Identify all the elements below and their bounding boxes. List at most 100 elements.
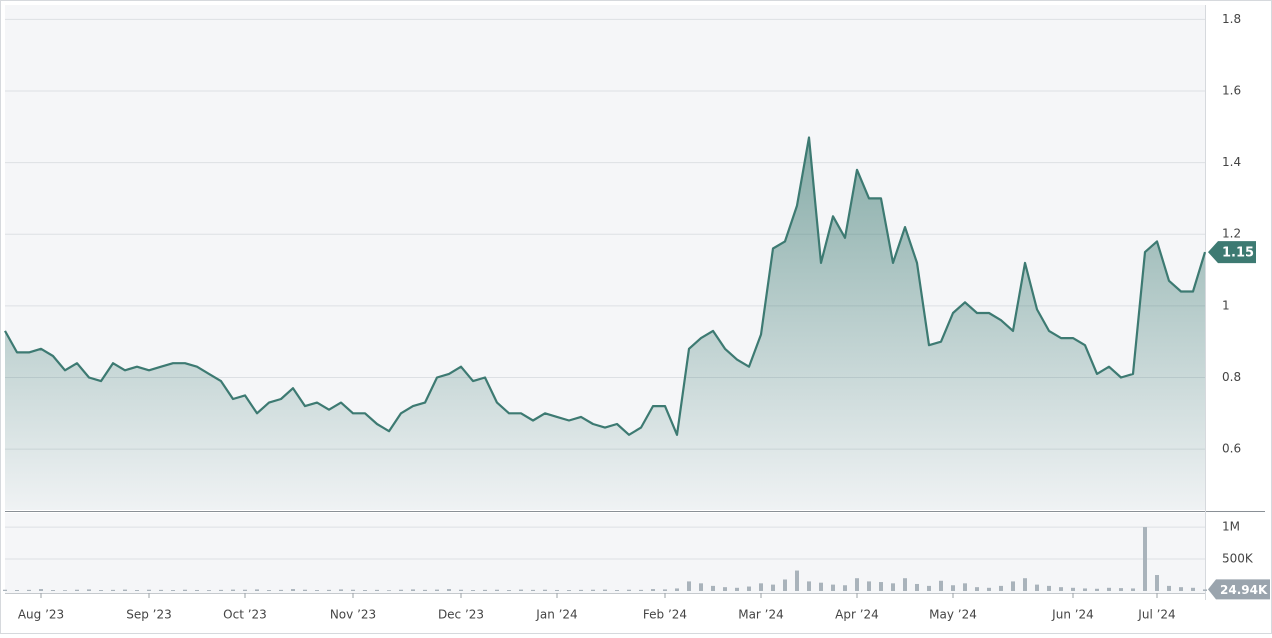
price-area [5, 137, 1205, 510]
volume-bar [615, 590, 619, 591]
volume-bar [555, 589, 559, 591]
volume-bar [1119, 588, 1123, 591]
volume-bar [123, 589, 127, 591]
volume-bar [579, 589, 583, 591]
volume-bar [783, 579, 787, 591]
volume-bar [591, 589, 595, 591]
volume-bar [435, 589, 439, 591]
volume-bar [951, 585, 955, 591]
volume-bar [999, 585, 1003, 591]
volume-bar [195, 589, 199, 591]
x-tick-label: Jul ’24 [1137, 608, 1175, 622]
last-volume-label: 24.94K [1220, 583, 1268, 597]
x-tick-label: Dec ’23 [438, 608, 484, 622]
volume-bar [63, 590, 67, 591]
volume-bar [1047, 585, 1051, 591]
y2-tick-label: 500K [1222, 552, 1254, 566]
volume-bar [603, 589, 607, 591]
volume-bar [219, 589, 223, 591]
volume-bar [159, 589, 163, 591]
volume-bar [135, 590, 139, 591]
volume-bar [711, 585, 715, 591]
y-tick-label: 1.4 [1222, 155, 1241, 169]
volume-bar [915, 583, 919, 591]
volume-bar [1107, 587, 1111, 591]
volume-bar [795, 570, 799, 591]
volume-bar [567, 590, 571, 591]
volume-bar [291, 589, 295, 591]
last-price-badge [1208, 241, 1256, 264]
volume-bar [963, 583, 967, 591]
x-tick-label: Nov ’23 [330, 608, 376, 622]
volume-bar [759, 583, 763, 591]
volume-bar [99, 590, 103, 591]
volume-bar [315, 590, 319, 591]
y-tick-label: 1.8 [1222, 12, 1241, 26]
volume-bar [687, 581, 691, 591]
volume-bar [3, 589, 7, 591]
volume-bar [15, 590, 19, 591]
x-tick-label: Feb ’24 [643, 608, 687, 622]
volume-bar [1083, 588, 1087, 591]
volume-bar [27, 589, 31, 591]
volume-bar [327, 589, 331, 591]
volume-bar [735, 587, 739, 591]
x-tick-label: Jun ’24 [1051, 608, 1094, 622]
last-price-label: 1.15 [1222, 246, 1254, 261]
volume-bar [1011, 581, 1015, 591]
volume-bar [987, 587, 991, 591]
volume-bar [699, 583, 703, 591]
volume-bar [843, 585, 847, 591]
volume-bar [447, 589, 451, 591]
volume-bar [111, 589, 115, 591]
volume-bar [1071, 587, 1075, 591]
last-volume-badge [1208, 579, 1270, 600]
volume-bar [303, 589, 307, 591]
x-tick-label: Aug ’23 [18, 608, 64, 622]
y2-tick-label: 1M [1222, 520, 1240, 534]
volume-bar [171, 590, 175, 591]
volume-bar [855, 578, 859, 591]
y-tick-label: 1.6 [1222, 83, 1241, 97]
volume-bar [75, 589, 79, 591]
volume-bar [1155, 575, 1159, 591]
volume-bar [399, 589, 403, 591]
volume-bar [1059, 587, 1063, 591]
volume-bar [1023, 578, 1027, 591]
volume-bar [483, 589, 487, 591]
volume-bar [675, 588, 679, 591]
volume-bar [387, 590, 391, 591]
volume-bar [207, 590, 211, 591]
volume-bar [1179, 587, 1183, 591]
volume-bar [723, 587, 727, 591]
volume-panel [5, 513, 1205, 593]
volume-bar [1131, 588, 1135, 591]
volume-bar [339, 589, 343, 591]
volume-bar [747, 586, 751, 591]
volume-bar [51, 590, 55, 591]
volume-bar [519, 589, 523, 591]
volume-bar [531, 589, 535, 591]
x-tick-label: May ’24 [929, 608, 977, 622]
y-tick-label: 0.6 [1222, 442, 1241, 456]
volume-bar [351, 589, 355, 591]
volume-bar [543, 589, 547, 591]
volume-bar [255, 589, 259, 591]
volume-bar [363, 590, 367, 591]
volume-bar [183, 589, 187, 591]
volume-bar [1191, 587, 1195, 591]
y-tick-label: 1 [1222, 298, 1230, 312]
volume-bar [639, 589, 643, 591]
x-tick-label: Jan ’24 [535, 608, 577, 622]
volume-bar [879, 582, 883, 591]
volume-bar [975, 587, 979, 591]
volume-bar [471, 590, 475, 591]
y-tick-label: 1.2 [1222, 227, 1241, 241]
volume-bar [423, 589, 427, 591]
volume-bar [771, 584, 775, 591]
volume-bar [243, 589, 247, 591]
x-tick-label: Sep ’23 [126, 608, 172, 622]
volume-bar [147, 589, 151, 591]
volume-bar [411, 589, 415, 591]
volume-bar [651, 589, 655, 591]
